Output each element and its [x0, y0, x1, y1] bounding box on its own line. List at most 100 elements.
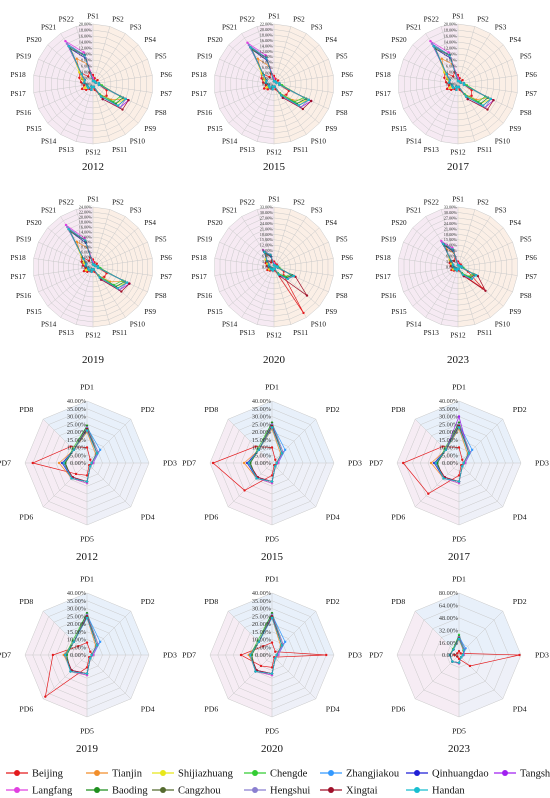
axis-label: PS18: [11, 71, 27, 79]
axis-label: PS7: [341, 273, 353, 281]
data-point: [85, 83, 89, 87]
series-handan: [67, 227, 129, 290]
data-point: [283, 448, 287, 452]
data-point: [462, 83, 466, 87]
tick-label: 10.00%: [252, 637, 271, 644]
data-point: [492, 99, 495, 102]
sector-bg: [93, 33, 139, 84]
tick-label: 33.00%: [444, 205, 458, 210]
axis-label: PS6: [160, 71, 172, 79]
sector-bg: [228, 84, 274, 135]
axis-label: PS21: [222, 206, 238, 214]
series-handan: [249, 616, 284, 675]
tick-label: 20.00%: [252, 621, 271, 628]
axis-label: PD6: [391, 704, 405, 713]
axis-label: PS12: [266, 149, 282, 157]
sector-bg: [47, 33, 93, 84]
axis-spoke: [228, 44, 275, 85]
tick-label: 30.00%: [444, 210, 458, 215]
sector-bg: [274, 75, 334, 93]
axis-spoke: [92, 26, 111, 85]
sector-bg: [87, 463, 149, 507]
axis-spoke: [241, 216, 275, 268]
data-point: [116, 287, 119, 290]
axis-label: PS8: [336, 292, 348, 300]
axis-spoke: [412, 44, 459, 85]
legend-swatch-marker: [414, 770, 420, 776]
tick-label: 25.00%: [439, 421, 458, 428]
data-point: [432, 44, 435, 48]
data-point: [434, 461, 437, 465]
data-point: [66, 225, 69, 229]
legend-item-tangshan: Tangshan: [494, 769, 550, 780]
sector-bg: [25, 611, 87, 655]
axis-label: PS20: [26, 219, 42, 227]
data-point: [262, 81, 265, 84]
data-point: [57, 461, 61, 465]
axis-label: PS18: [192, 71, 208, 79]
legend-item-hengshui: Hengshui: [244, 786, 310, 797]
axis-spoke: [457, 216, 491, 268]
data-point: [82, 269, 86, 273]
sector-bg: [93, 227, 148, 267]
axis-label: PS7: [160, 90, 172, 98]
tick-label: 2.00%: [446, 76, 458, 81]
axis-label: PD8: [391, 597, 405, 606]
axis-label: PS20: [207, 36, 223, 44]
axis-label: PS10: [495, 138, 511, 146]
data-point: [90, 88, 93, 91]
axis-spoke: [271, 610, 317, 656]
series-handan: [432, 44, 492, 107]
sector-bg: [458, 258, 518, 276]
axis-label: PS17: [192, 90, 208, 98]
data-point: [85, 480, 89, 483]
sector-bg: [458, 84, 518, 109]
axis-spoke: [273, 83, 334, 93]
data-point: [451, 75, 455, 78]
data-point: [84, 262, 88, 266]
data-point: [249, 653, 252, 657]
data-point: [457, 637, 461, 640]
sector-bg: [274, 216, 320, 267]
axis-label: PS4: [325, 219, 337, 227]
axis-label: PD2: [326, 597, 340, 606]
sector-bg: [458, 84, 491, 142]
axis-label: PS16: [16, 292, 32, 300]
data-point: [64, 223, 68, 227]
tick-label: 6.00%: [262, 65, 274, 70]
sector-bg: [458, 33, 504, 84]
data-point: [82, 84, 86, 87]
axis-label: PS20: [391, 36, 407, 44]
legend-label: Tangshan: [520, 769, 550, 780]
axis-label: PD6: [204, 512, 218, 521]
data-point: [62, 461, 65, 465]
data-point: [121, 108, 124, 111]
data-point: [452, 259, 456, 263]
axis-label: PS19: [16, 235, 32, 243]
data-point: [489, 97, 492, 101]
sector-bg: [60, 84, 93, 142]
legend-label: Shijiazhuang: [178, 769, 234, 780]
data-point: [85, 446, 89, 449]
tick-label: 20.00%: [444, 22, 458, 27]
axis-spoke: [403, 266, 459, 293]
sector-bg: [272, 655, 334, 699]
data-point: [447, 84, 451, 87]
axis-label: PS15: [391, 308, 407, 316]
data-point: [447, 51, 450, 54]
axis-spoke: [458, 654, 504, 700]
sector-bg: [403, 84, 458, 124]
data-point: [443, 76, 446, 79]
axis-spoke: [457, 75, 518, 85]
tick-label: 5.00%: [70, 644, 86, 651]
axis-spoke: [241, 83, 275, 135]
axis-label: PS3: [495, 23, 507, 31]
tick-label: 27.00%: [260, 215, 274, 220]
data-point: [302, 311, 305, 315]
axis-spoke: [271, 462, 317, 508]
data-point: [468, 664, 472, 668]
series-handan: [62, 429, 99, 483]
data-point: [99, 95, 103, 98]
axis-spoke: [273, 58, 329, 85]
tick-label: 35.00%: [67, 598, 86, 605]
